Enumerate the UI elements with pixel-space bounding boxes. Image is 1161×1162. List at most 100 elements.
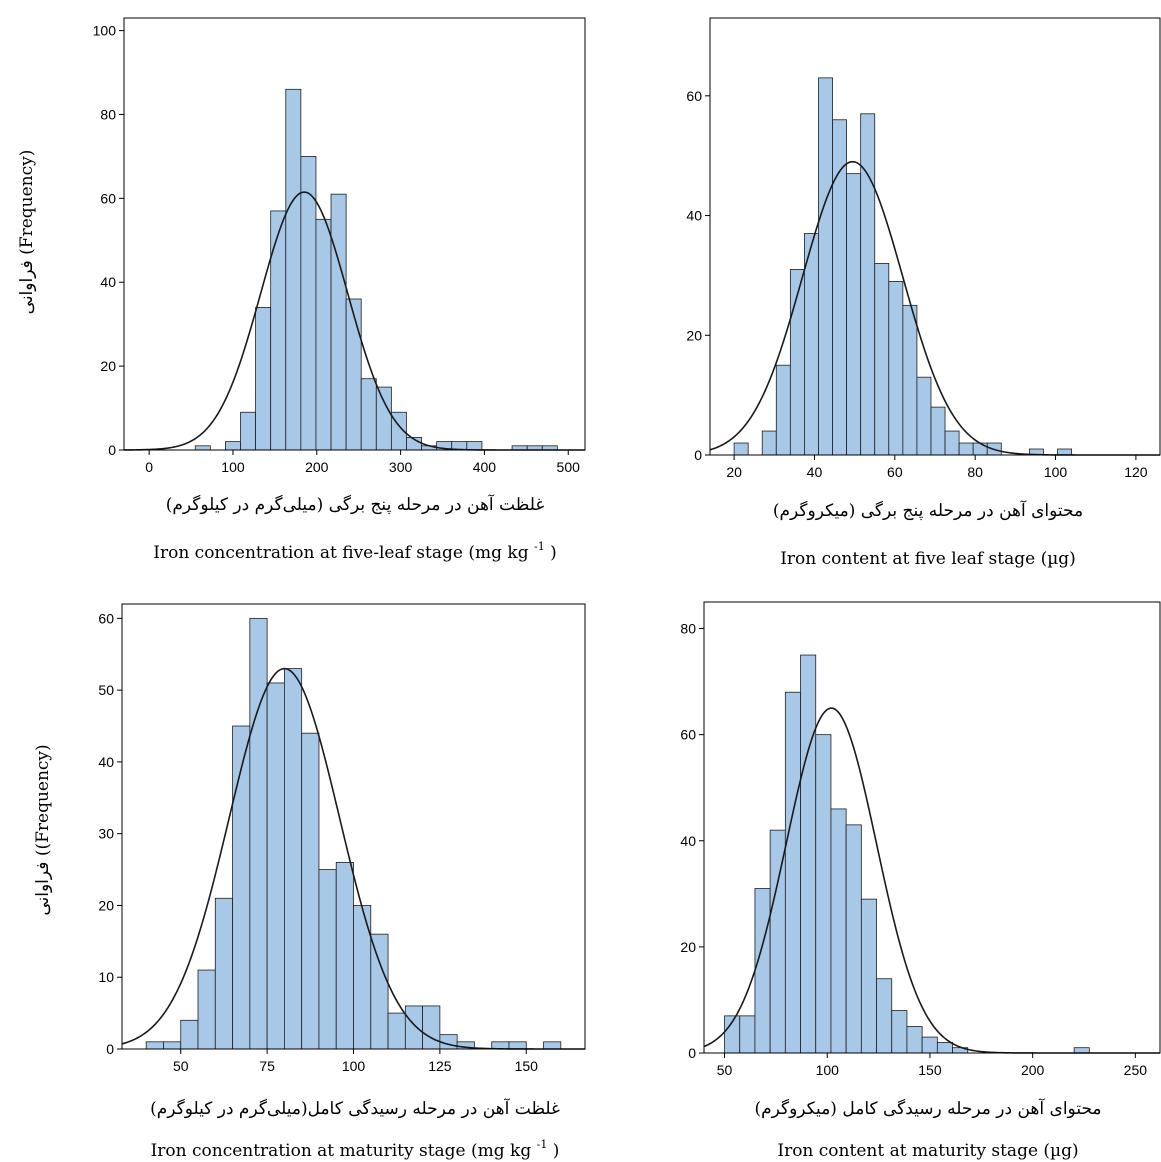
histogram-bar <box>240 411 256 451</box>
histogram-bar <box>1057 448 1073 456</box>
y-tick-label: 10 <box>98 969 114 985</box>
y-ticks-2: 0 20 40 60 <box>686 88 710 463</box>
y-tick-label: 40 <box>686 208 702 224</box>
x-label-en-2: Iron content at five leaf stage (µg) <box>780 549 1076 569</box>
y-tick-label: 30 <box>98 826 114 842</box>
x-tick-label: 100 <box>342 1058 366 1074</box>
histogram-bar <box>916 376 932 456</box>
y-tick-label: 20 <box>98 897 114 913</box>
histogram-bar <box>958 442 974 456</box>
x-label-en-tail-3: ) <box>553 1141 560 1161</box>
x-ticks-1: 0 100 200 300 400 500 <box>145 450 580 475</box>
histogram-bar <box>422 1005 441 1050</box>
y-tick-label: 0 <box>108 442 116 458</box>
y-tick-label: 40 <box>100 274 116 290</box>
histogram-panel-4: 50 100 150 200 250 0 20 40 60 80 محتوای آهن در م… <box>680 601 1161 1161</box>
y-ticks-3: 0 10 20 30 40 50 60 <box>98 610 122 1057</box>
histogram-bar <box>888 280 904 456</box>
x-tick-label: 125 <box>428 1058 452 1074</box>
y-tick-label: 40 <box>98 754 114 770</box>
histogram-bar <box>145 1041 164 1050</box>
x-tick-label: 50 <box>173 1058 189 1074</box>
y-tick-label: 0 <box>106 1041 114 1057</box>
y-label-3: فراوانی ((Frequency) <box>33 744 53 915</box>
histogram-bar <box>769 829 786 1054</box>
x-label-en-1: Iron concentration at five-leaf stage (m… <box>153 535 557 563</box>
histogram-bar <box>335 861 354 1050</box>
x-tick-label: 120 <box>1124 464 1148 480</box>
x-label-fa-3: غلظت آهن در مرحله رسیدگی کامل(میلی‌گرم د… <box>150 1097 560 1119</box>
x-label-en-3: Iron concentration at maturity stage (mg… <box>151 1133 560 1161</box>
x-tick-label: 200 <box>305 459 329 475</box>
y-tick-label: 40 <box>680 833 696 849</box>
histogram-bar <box>733 442 749 456</box>
x-tick-label: 100 <box>816 1062 840 1078</box>
x-tick-label: 60 <box>887 464 903 480</box>
histogram-bar <box>832 119 847 456</box>
histogram-bar <box>936 1041 953 1054</box>
histogram-bar <box>876 978 893 1054</box>
y-ticks-1: 0 20 40 60 80 100 <box>93 23 124 458</box>
x-label-en-4: Iron content at maturity stage (µg) <box>777 1141 1078 1161</box>
histogram-bar <box>249 617 268 1050</box>
y-tick-label: 0 <box>688 1045 696 1061</box>
histogram-bar <box>301 732 320 1050</box>
histogram-bar <box>232 725 251 1050</box>
x-label-fa-1: غلظت آهن در مرحله پنج برگی (میلی‌گرم در … <box>166 493 545 515</box>
bars-1 <box>194 88 558 451</box>
y-tick-label: 60 <box>98 610 114 626</box>
x-tick-label: 100 <box>221 459 245 475</box>
histogram-panel-1: 0 100 200 300 400 500 0 20 40 60 80 100 غلظت آهن د… <box>17 17 586 563</box>
x-tick-label: 150 <box>515 1058 539 1074</box>
x-tick-label: 150 <box>918 1062 942 1078</box>
y-tick-label: 60 <box>680 727 696 743</box>
histogram-bar <box>255 306 272 451</box>
y-tick-label: 60 <box>100 190 116 206</box>
histogram-bar <box>845 824 862 1054</box>
histogram-bar <box>283 668 303 1050</box>
histogram-bar <box>972 442 988 456</box>
histogram-bar <box>360 378 377 451</box>
x-label-en-sup-1: -1 <box>534 540 545 553</box>
histogram-bar <box>902 304 918 456</box>
x-tick-label: 0 <box>145 459 153 475</box>
histogram-bar <box>846 173 862 456</box>
histogram-bar <box>860 113 876 456</box>
plot-frame-1 <box>123 17 586 451</box>
histogram-bar <box>804 233 819 456</box>
histogram-bar <box>466 441 483 451</box>
y-tick-label: 0 <box>694 447 702 463</box>
histogram-bar <box>370 933 389 1050</box>
bars-2 <box>733 77 1073 456</box>
histogram-bar <box>163 1041 182 1050</box>
histogram-bar <box>194 445 211 451</box>
x-label-en-tail-1: ) <box>550 543 557 563</box>
plot-frame-4 <box>703 601 1161 1054</box>
y-ticks-4: 0 20 40 60 80 <box>680 621 704 1061</box>
histogram-bar <box>318 869 337 1050</box>
histogram-bar <box>387 1012 406 1050</box>
y-tick-label: 80 <box>680 621 696 637</box>
histogram-panel-3: 50 75 100 125 150 0 10 20 30 40 50 60 غلظت آهن در … <box>33 603 586 1161</box>
histogram-bar <box>874 263 890 456</box>
y-label-1: فراوانی (Frequency) <box>17 150 37 315</box>
histogram-bar <box>197 969 216 1050</box>
histogram-bar <box>754 888 771 1054</box>
histogram-bar <box>944 430 960 456</box>
x-tick-label: 80 <box>967 464 983 480</box>
x-tick-label: 300 <box>389 459 413 475</box>
histogram-bar <box>315 218 332 451</box>
histogram-bar <box>921 1036 938 1054</box>
histogram-bar <box>180 1019 199 1050</box>
histogram-bar <box>508 1041 527 1050</box>
histogram-bar <box>285 88 302 451</box>
y-tick-label: 50 <box>98 682 114 698</box>
histogram-bar <box>891 1010 908 1054</box>
histogram-bar <box>906 1026 923 1054</box>
histogram-bar <box>300 156 317 451</box>
histogram-bar <box>330 193 347 451</box>
histogram-bar <box>800 654 817 1054</box>
x-label-en-sup-3: -1 <box>537 1138 548 1151</box>
histogram-bar <box>543 1041 562 1050</box>
